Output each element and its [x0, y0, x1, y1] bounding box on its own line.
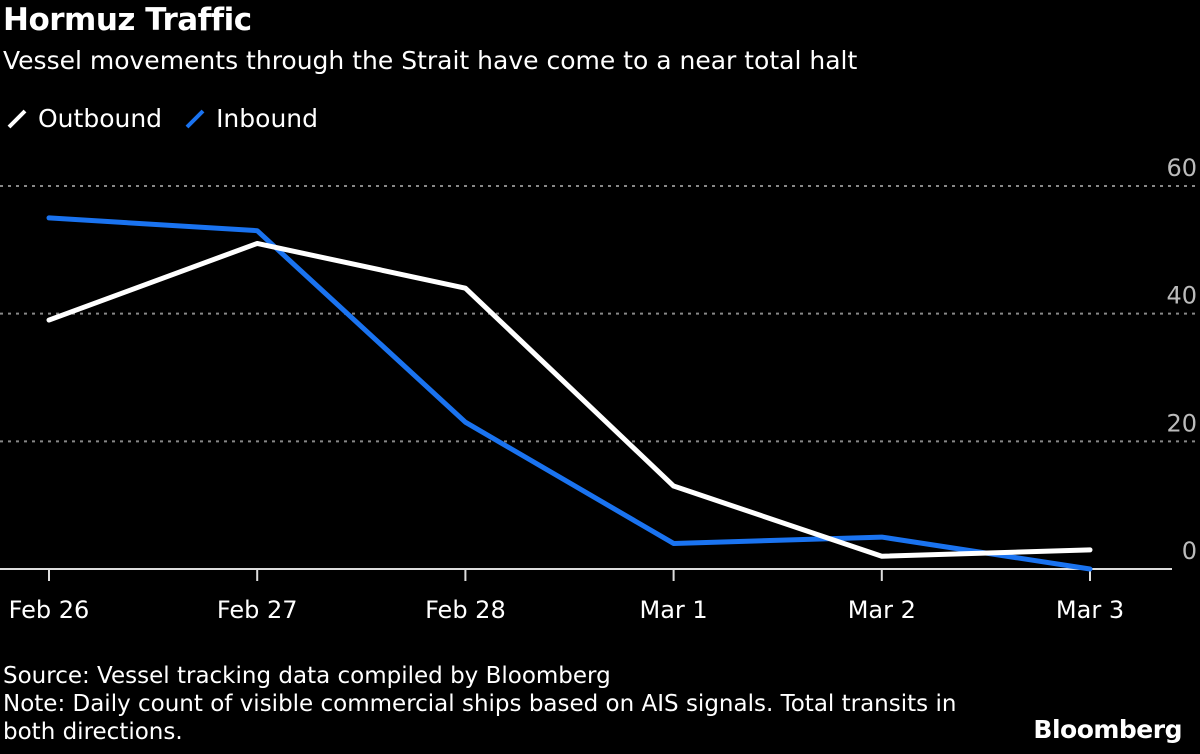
note-text: Note: Daily count of visible commercial … — [3, 691, 957, 745]
footer-notes: Source: Vessel tracking data compiled by… — [3, 662, 1003, 746]
legend-label-inbound: Inbound — [216, 104, 319, 133]
chart-subtitle: Vessel movements through the Strait have… — [3, 46, 858, 75]
x-tick-label: Feb 28 — [425, 596, 506, 624]
legend-item-outbound: Outbound — [6, 104, 162, 133]
x-tick-label: Feb 27 — [217, 596, 298, 624]
chart-title: Hormuz Traffic — [3, 2, 252, 38]
y-tick-label: 20 — [1166, 409, 1197, 437]
legend-swatch-outbound — [7, 109, 27, 128]
y-tick-label: 0 — [1182, 537, 1197, 565]
y-tick-label: 60 — [1166, 154, 1197, 182]
series-line-inbound — [46, 215, 1093, 572]
x-tick-label: Mar 1 — [640, 596, 708, 624]
legend-label-outbound: Outbound — [38, 104, 163, 133]
x-tick-label: Feb 26 — [9, 596, 90, 624]
y-tick-label: 40 — [1166, 282, 1197, 310]
x-tick-label: Mar 3 — [1056, 596, 1124, 624]
source-text: Source: Vessel tracking data compiled by… — [3, 663, 611, 689]
series-line-outbound — [46, 240, 1093, 559]
legend-swatch-inbound — [185, 109, 205, 128]
x-tick-label: Mar 2 — [848, 596, 916, 624]
bloomberg-logo: Bloomberg — [1033, 715, 1182, 744]
legend: Outbound Inbound — [6, 104, 340, 133]
legend-item-inbound: Inbound — [184, 104, 318, 133]
